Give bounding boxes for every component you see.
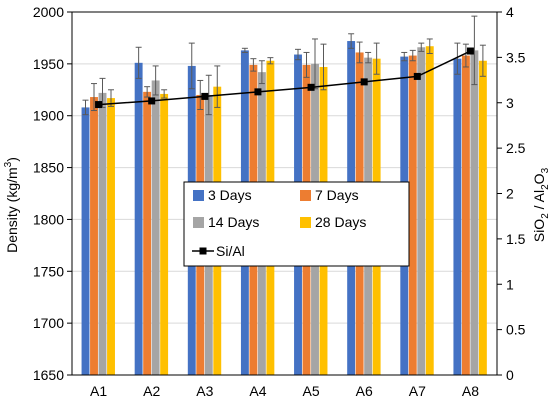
- x-tick-label-a6: A6: [356, 383, 373, 399]
- y-right-tick-label: 0.5: [506, 322, 526, 338]
- x-tick-label-a7: A7: [409, 383, 426, 399]
- tick-labels: 1650 1700 1750 1800 1850 1900 1950 2000 0 0.5 1 1.5…: [33, 4, 526, 399]
- legend-swatch-7-days: [300, 190, 311, 201]
- x-tick-label-a5: A5: [303, 383, 320, 399]
- y-left-tick-label: 2000: [33, 4, 64, 20]
- si-al-point-a3: [201, 92, 209, 100]
- y-right-tick-label: 1.5: [506, 231, 526, 247]
- bar-14-days-a2: [151, 80, 160, 376]
- si-al-point-a2: [148, 97, 156, 105]
- si-al-point-a8: [466, 47, 474, 55]
- y-left-tick-label: 1900: [33, 108, 64, 124]
- legend-label-7-days: 7 Days: [315, 187, 359, 203]
- legend-label-3-days: 3 Days: [208, 187, 252, 203]
- y-left-tick-label: 1800: [33, 211, 64, 227]
- si-al-point-a7: [413, 72, 421, 80]
- legend-swatch-28-days: [300, 217, 311, 228]
- bar-3-days-a2: [134, 62, 143, 375]
- y-left-tick-label: 1950: [33, 56, 64, 72]
- bar-7-days-a8: [461, 55, 470, 376]
- right-title-part: / Al: [531, 190, 547, 213]
- legend: 3 Days 7 Days 14 Days 28 Days Si/Al: [183, 181, 410, 267]
- y-right-tick-label: 1: [506, 276, 514, 292]
- y-left-tick-label: 1750: [33, 263, 64, 279]
- bar-28-days-a7: [425, 46, 434, 376]
- si-al-point-a1: [95, 101, 103, 109]
- y-axis-right-title: SiO2 / Al2O3: [531, 167, 550, 242]
- y-right-tick-label: 4: [506, 4, 514, 20]
- right-title-part: 2: [540, 213, 550, 219]
- y-right-tick-label: 3.5: [506, 49, 526, 65]
- x-tick-label-a4: A4: [249, 383, 266, 399]
- bar-28-days-a1: [107, 98, 115, 375]
- axes: [67, 11, 502, 376]
- si-al-point-a4: [254, 88, 262, 96]
- y-right-tick-label: 2: [506, 186, 514, 202]
- right-title-part: SiO: [531, 219, 547, 242]
- bar-7-days-a7: [408, 55, 417, 376]
- bar-14-days-a1: [98, 92, 107, 375]
- y-left-tick-label: 1650: [33, 367, 64, 383]
- legend-marker-si-al: [199, 247, 207, 255]
- x-tick-label-a3: A3: [196, 383, 213, 399]
- si-al-point-a6: [360, 78, 368, 86]
- legend-swatch-14-days: [193, 217, 204, 228]
- si-al-line-series: [95, 47, 474, 109]
- legend-label-28-days: 28 Days: [315, 214, 366, 230]
- bar-7-days-a1: [90, 97, 98, 375]
- legend-label-si-al: Si/Al: [216, 243, 245, 259]
- right-title-part: 3: [540, 167, 550, 173]
- bar-3-days-a1: [81, 107, 90, 375]
- right-title-part: O: [531, 173, 547, 184]
- y-left-tick-label: 1850: [33, 160, 64, 176]
- legend-label-14-days: 14 Days: [208, 214, 259, 230]
- y-axis-left-title: Density (kg/m3): [3, 157, 20, 253]
- bar-3-days-a8: [453, 58, 462, 376]
- legend-box: [183, 181, 410, 267]
- si-al-line: [98, 50, 471, 106]
- bar-28-days-a2: [160, 93, 169, 375]
- x-tick-label-a8: A8: [462, 383, 479, 399]
- bar-7-days-a2: [143, 91, 152, 376]
- y-right-tick-label: 3: [506, 95, 514, 111]
- y-right-tick-label: 0: [506, 367, 514, 383]
- y-left-tick-label: 1700: [33, 315, 64, 331]
- x-tick-label-a1: A1: [90, 383, 107, 399]
- y-right-tick-label: 2.5: [506, 140, 526, 156]
- x-tick-label-a2: A2: [143, 383, 160, 399]
- bar-28-days-a8: [478, 60, 487, 375]
- legend-swatch-3-days: [193, 190, 204, 201]
- bar-14-days-a8: [470, 50, 479, 375]
- right-title-part: 2: [540, 184, 550, 190]
- error-bars: [82, 15, 486, 116]
- si-al-point-a5: [307, 83, 315, 91]
- bar-14-days-a7: [417, 47, 426, 376]
